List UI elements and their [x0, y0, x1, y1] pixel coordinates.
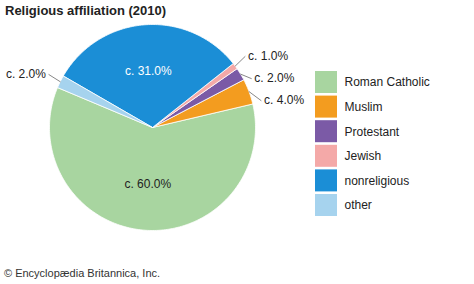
svg-text:Jewish: Jewish [345, 149, 382, 163]
svg-text:Roman Catholic: Roman Catholic [345, 75, 430, 89]
svg-text:nonreligious: nonreligious [345, 174, 410, 188]
html-text:© Encyclopædia Britannica, Inc: © Encyclopædia Britannica, Inc. [4, 267, 161, 279]
html-text:Religious affiliation (2010): Religious affiliation (2010) [5, 3, 167, 18]
svg-text:c. 2.0%: c. 2.0% [254, 71, 294, 85]
svg-text:c. 31.0%: c. 31.0% [125, 64, 172, 78]
svg-text:Protestant: Protestant [345, 125, 400, 139]
svg-text:c. 60.0%: c. 60.0% [124, 177, 171, 191]
svg-text:c. 1.0%: c. 1.0% [248, 49, 288, 63]
svg-text:c. 4.0%: c. 4.0% [264, 93, 304, 107]
svg-text:other: other [345, 198, 372, 212]
svg-text:Muslim: Muslim [345, 100, 383, 114]
svg-text:c. 2.0%: c. 2.0% [6, 67, 46, 81]
